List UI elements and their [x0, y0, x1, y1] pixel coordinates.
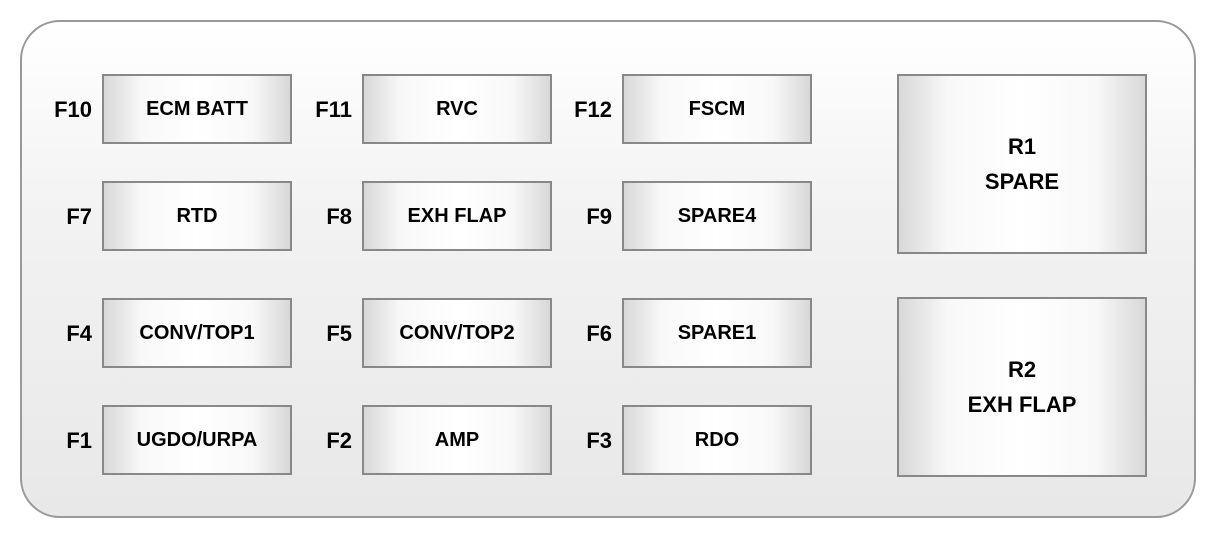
- fuse-id-f6: F6: [562, 321, 612, 347]
- fuse-box-f4: CONV/TOP1: [102, 298, 292, 368]
- fuse-id-f4: F4: [42, 321, 92, 347]
- fuse-id-f3: F3: [562, 428, 612, 454]
- fuse-box-f11: RVC: [362, 74, 552, 144]
- fuse-box-f12: FSCM: [622, 74, 812, 144]
- relay-box-r2: R2 EXH FLAP: [897, 297, 1147, 477]
- fuse-box-f8: EXH FLAP: [362, 181, 552, 251]
- fuse-id-f7: F7: [42, 204, 92, 230]
- fuse-box-f7: RTD: [102, 181, 292, 251]
- fuse-id-f12: F12: [562, 97, 612, 123]
- fuse-box-f2: AMP: [362, 405, 552, 475]
- fuse-id-f2: F2: [302, 428, 352, 454]
- relay-label-r2: EXH FLAP: [968, 387, 1077, 422]
- fuse-id-f11: F11: [302, 97, 352, 123]
- fuse-id-f1: F1: [42, 428, 92, 454]
- fuse-id-f10: F10: [42, 97, 92, 123]
- relay-label-r1: SPARE: [985, 164, 1059, 199]
- fuse-box-f6: SPARE1: [622, 298, 812, 368]
- fuse-box-f1: UGDO/URPA: [102, 405, 292, 475]
- fuse-box-f5: CONV/TOP2: [362, 298, 552, 368]
- fuse-id-f9: F9: [562, 204, 612, 230]
- relay-id-r2: R2: [1008, 352, 1036, 387]
- relay-id-r1: R1: [1008, 129, 1036, 164]
- fuse-box-f10: ECM BATT: [102, 74, 292, 144]
- fuse-panel: F10 ECM BATT F11 RVC F12 FSCM F7 RTD F8 …: [20, 20, 1196, 518]
- fuse-id-f5: F5: [302, 321, 352, 347]
- fuse-box-f9: SPARE4: [622, 181, 812, 251]
- fuse-box-f3: RDO: [622, 405, 812, 475]
- relay-box-r1: R1 SPARE: [897, 74, 1147, 254]
- fuse-id-f8: F8: [302, 204, 352, 230]
